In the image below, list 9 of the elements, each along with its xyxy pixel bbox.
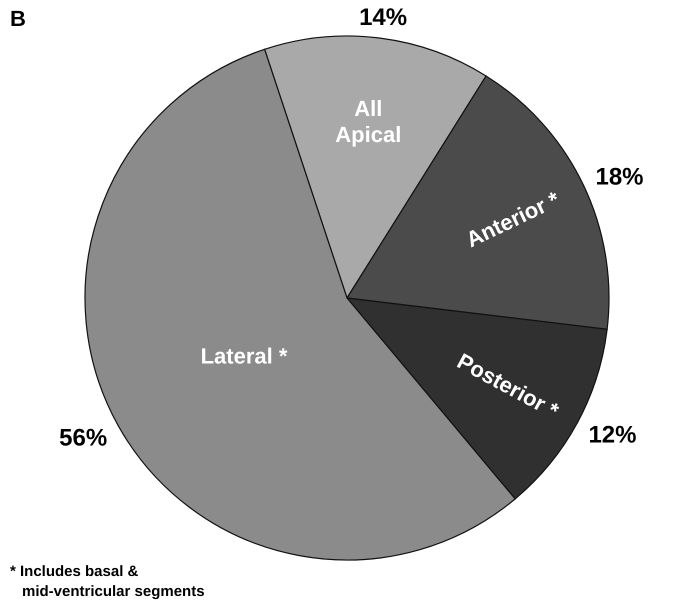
text: mid-ventricular segments [22,583,205,600]
data-label: 12% [588,421,637,448]
data-label: 14% [359,4,408,32]
chart-title: B [10,6,26,31]
data-label: 18% [595,164,644,191]
slice-label: Lateral * [200,343,288,368]
data-label: 56% [59,424,108,452]
slice-label: All Apical [335,96,402,148]
text: * Includes basal & [10,563,139,580]
